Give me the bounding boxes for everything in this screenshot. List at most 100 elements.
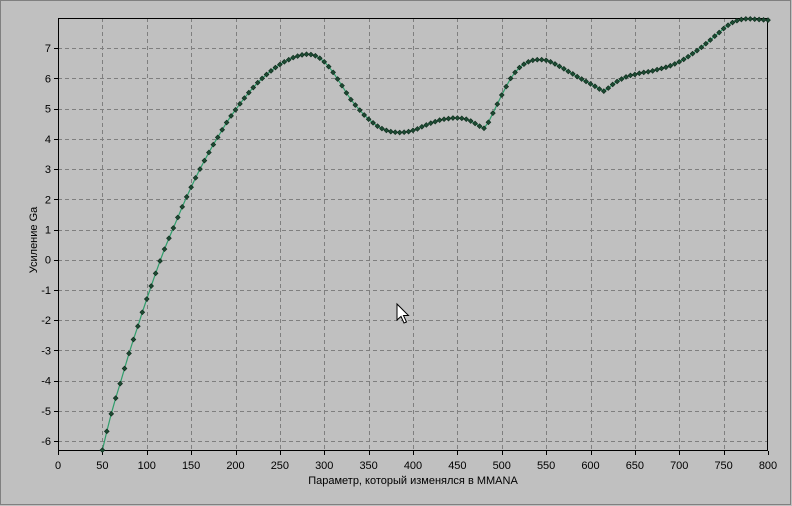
- data-point: [676, 58, 683, 65]
- y-tick-label: -5: [41, 406, 51, 418]
- data-point: [614, 78, 620, 85]
- data-point: [259, 75, 265, 82]
- data-point: [250, 84, 257, 91]
- data-point: [241, 95, 248, 101]
- data-point: [423, 122, 430, 128]
- data-point: [392, 129, 399, 136]
- data-point: [228, 113, 234, 119]
- data-point: [148, 283, 155, 289]
- data-point: [578, 76, 585, 82]
- y-tick-label: 7: [45, 43, 51, 55]
- data-point: [685, 53, 691, 60]
- data-point: [108, 411, 115, 417]
- data-point: [703, 40, 709, 47]
- data-point: [623, 74, 629, 80]
- data-point: [245, 89, 252, 96]
- axis-ticks: 0 50 100 150 200 250 300 350 400 450 500 550 600 650 7…: [41, 43, 777, 472]
- data-point: [414, 126, 421, 132]
- data-point: [330, 69, 336, 76]
- data-point: [640, 69, 647, 76]
- data-point: [765, 17, 771, 23]
- data-point: [268, 68, 274, 74]
- series: [99, 16, 771, 453]
- data-point: [454, 115, 461, 121]
- data-point: [232, 107, 239, 113]
- data-point: [396, 129, 403, 136]
- data-point: [405, 128, 412, 135]
- x-tick-label: 400: [404, 460, 422, 472]
- data-point: [756, 16, 762, 23]
- x-tick-label: 0: [55, 460, 61, 472]
- y-tick-label: 4: [45, 134, 51, 146]
- data-point: [751, 16, 758, 23]
- data-point: [503, 83, 510, 90]
- x-tick-label: 50: [96, 460, 108, 472]
- data-point: [698, 44, 705, 51]
- data-point: [157, 258, 163, 264]
- data-point: [121, 365, 128, 372]
- data-point: [436, 117, 443, 123]
- data-point: [552, 61, 558, 67]
- x-tick-label: 700: [670, 460, 688, 472]
- data-point: [458, 115, 465, 122]
- data-point: [174, 214, 181, 221]
- x-tick-label: 600: [581, 460, 599, 472]
- data-point: [334, 76, 341, 82]
- y-tick-label: 3: [45, 164, 51, 176]
- data-point: [738, 16, 745, 23]
- x-tick-label: 500: [493, 460, 511, 472]
- data-point: [352, 102, 359, 108]
- data-point: [658, 65, 665, 72]
- data-point: [516, 64, 523, 71]
- data-point: [547, 58, 554, 65]
- data-point: [490, 110, 496, 117]
- data-point: [161, 246, 168, 252]
- data-point: [485, 119, 492, 126]
- data-point: [103, 428, 110, 435]
- data-point: [126, 350, 132, 357]
- data-point: [223, 119, 230, 126]
- data-point: [538, 56, 545, 63]
- data-point: [494, 101, 501, 107]
- data-point: [263, 71, 270, 78]
- data-point: [529, 57, 536, 64]
- data-point: [170, 225, 177, 231]
- data-point: [387, 128, 394, 135]
- data-point: [649, 68, 656, 74]
- data-point: [627, 72, 634, 79]
- data-point: [303, 51, 310, 58]
- data-point: [308, 51, 314, 58]
- data-point: [587, 81, 594, 87]
- data-point: [130, 336, 137, 343]
- data-point: [565, 68, 572, 75]
- x-axis-label: Параметр, который изменялся в MMANA: [308, 475, 518, 487]
- data-point: [632, 71, 638, 78]
- data-point: [348, 96, 354, 103]
- data-point: [645, 68, 652, 75]
- data-point: [383, 127, 390, 134]
- data-point: [99, 447, 106, 453]
- y-tick-label: 1: [45, 225, 51, 237]
- data-point: [472, 120, 478, 127]
- data-point: [197, 166, 203, 172]
- data-point: [720, 25, 727, 32]
- data-point: [201, 157, 208, 164]
- data-point: [401, 129, 407, 136]
- data-point: [183, 194, 190, 200]
- data-point: [294, 53, 301, 59]
- data-point: [135, 323, 141, 330]
- y-axis-label: Усиление Ga: [28, 206, 40, 273]
- x-tick-label: 750: [714, 460, 732, 472]
- data-point: [179, 204, 186, 210]
- data-point: [711, 33, 718, 39]
- data-point: [427, 120, 434, 126]
- data-point: [561, 65, 567, 72]
- data-point: [210, 141, 217, 148]
- data-point: [290, 54, 297, 61]
- data-point: [321, 58, 328, 65]
- data-point: [636, 70, 643, 77]
- data-point: [716, 29, 723, 36]
- plot-area[interactable]: [58, 18, 768, 451]
- data-point: [498, 92, 505, 98]
- x-tick-label: 650: [626, 460, 644, 472]
